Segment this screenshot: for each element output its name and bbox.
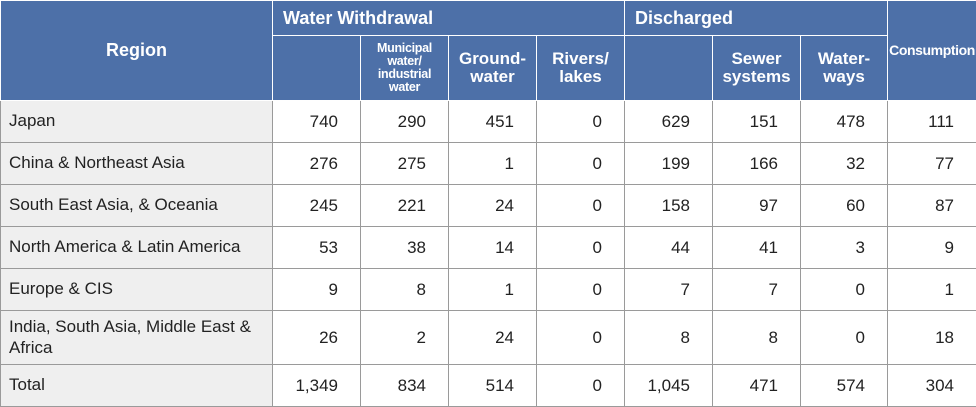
value-cell: 0 xyxy=(537,365,625,407)
value-cell: 1,045 xyxy=(625,365,713,407)
value-cell: 275 xyxy=(361,143,449,185)
value-cell: 740 xyxy=(273,101,361,143)
value-cell: 26 xyxy=(273,311,361,365)
value-cell: 44 xyxy=(625,227,713,269)
value-cell: 0 xyxy=(537,269,625,311)
value-cell: 514 xyxy=(449,365,537,407)
value-cell: 1 xyxy=(449,269,537,311)
value-cell: 276 xyxy=(273,143,361,185)
value-cell: 53 xyxy=(273,227,361,269)
value-cell: 9 xyxy=(888,227,976,269)
value-cell: 471 xyxy=(713,365,801,407)
value-cell: 32 xyxy=(801,143,888,185)
value-cell: 8 xyxy=(625,311,713,365)
value-cell: 8 xyxy=(361,269,449,311)
value-cell: 14 xyxy=(449,227,537,269)
value-cell: 0 xyxy=(537,101,625,143)
value-cell: 151 xyxy=(713,101,801,143)
discharged-header: Discharged xyxy=(625,1,888,36)
value-cell: 77 xyxy=(888,143,976,185)
value-cell: 9 xyxy=(273,269,361,311)
value-cell: 41 xyxy=(713,227,801,269)
value-cell: 478 xyxy=(801,101,888,143)
value-cell: 0 xyxy=(801,269,888,311)
value-cell: 290 xyxy=(361,101,449,143)
header-row: Region Water Withdrawal Discharged Consu… xyxy=(1,1,976,36)
region-cell: India, South Asia, Middle East & Africa xyxy=(1,311,273,365)
value-cell: 111 xyxy=(888,101,976,143)
value-cell: 97 xyxy=(713,185,801,227)
region-cell: Europe & CIS xyxy=(1,269,273,311)
value-cell: 451 xyxy=(449,101,537,143)
region-cell: Japan xyxy=(1,101,273,143)
value-cell: 60 xyxy=(801,185,888,227)
region-cell: China & Northeast Asia xyxy=(1,143,273,185)
value-cell: 166 xyxy=(713,143,801,185)
value-cell: 24 xyxy=(449,185,537,227)
value-cell: 2 xyxy=(361,311,449,365)
value-cell: 158 xyxy=(625,185,713,227)
value-cell: 8 xyxy=(713,311,801,365)
sub-header: Sewer systems xyxy=(713,36,801,101)
value-cell: 38 xyxy=(361,227,449,269)
value-cell: 0 xyxy=(537,143,625,185)
value-cell: 0 xyxy=(537,311,625,365)
sub-header: Water- ways xyxy=(801,36,888,101)
value-cell: 304 xyxy=(888,365,976,407)
value-cell: 3 xyxy=(801,227,888,269)
sub-header: Municipal water/ industrial water xyxy=(361,36,449,101)
value-cell: 7 xyxy=(625,269,713,311)
value-cell: 0 xyxy=(537,227,625,269)
region-cell: North America & Latin America xyxy=(1,227,273,269)
value-cell: 0 xyxy=(801,311,888,365)
value-cell: 199 xyxy=(625,143,713,185)
sub-header: Rivers/ lakes xyxy=(537,36,625,101)
blank-header xyxy=(625,36,713,101)
value-cell: 1 xyxy=(449,143,537,185)
value-cell: 574 xyxy=(801,365,888,407)
value-cell: 834 xyxy=(361,365,449,407)
value-cell: 1 xyxy=(888,269,976,311)
value-cell: 1,349 xyxy=(273,365,361,407)
value-cell: 7 xyxy=(713,269,801,311)
value-cell: 87 xyxy=(888,185,976,227)
value-cell: 221 xyxy=(361,185,449,227)
value-cell: 24 xyxy=(449,311,537,365)
blank-header xyxy=(273,36,361,101)
withdrawal-header: Water Withdrawal xyxy=(273,1,625,36)
region-cell: South East Asia, & Oceania xyxy=(1,185,273,227)
value-cell: 0 xyxy=(537,185,625,227)
value-cell: 629 xyxy=(625,101,713,143)
region-header: Region xyxy=(1,1,273,101)
sub-header: Ground- water xyxy=(449,36,537,101)
value-cell: 18 xyxy=(888,311,976,365)
consumption-header: Consumption xyxy=(888,1,976,101)
region-cell: Total xyxy=(1,365,273,407)
value-cell: 245 xyxy=(273,185,361,227)
